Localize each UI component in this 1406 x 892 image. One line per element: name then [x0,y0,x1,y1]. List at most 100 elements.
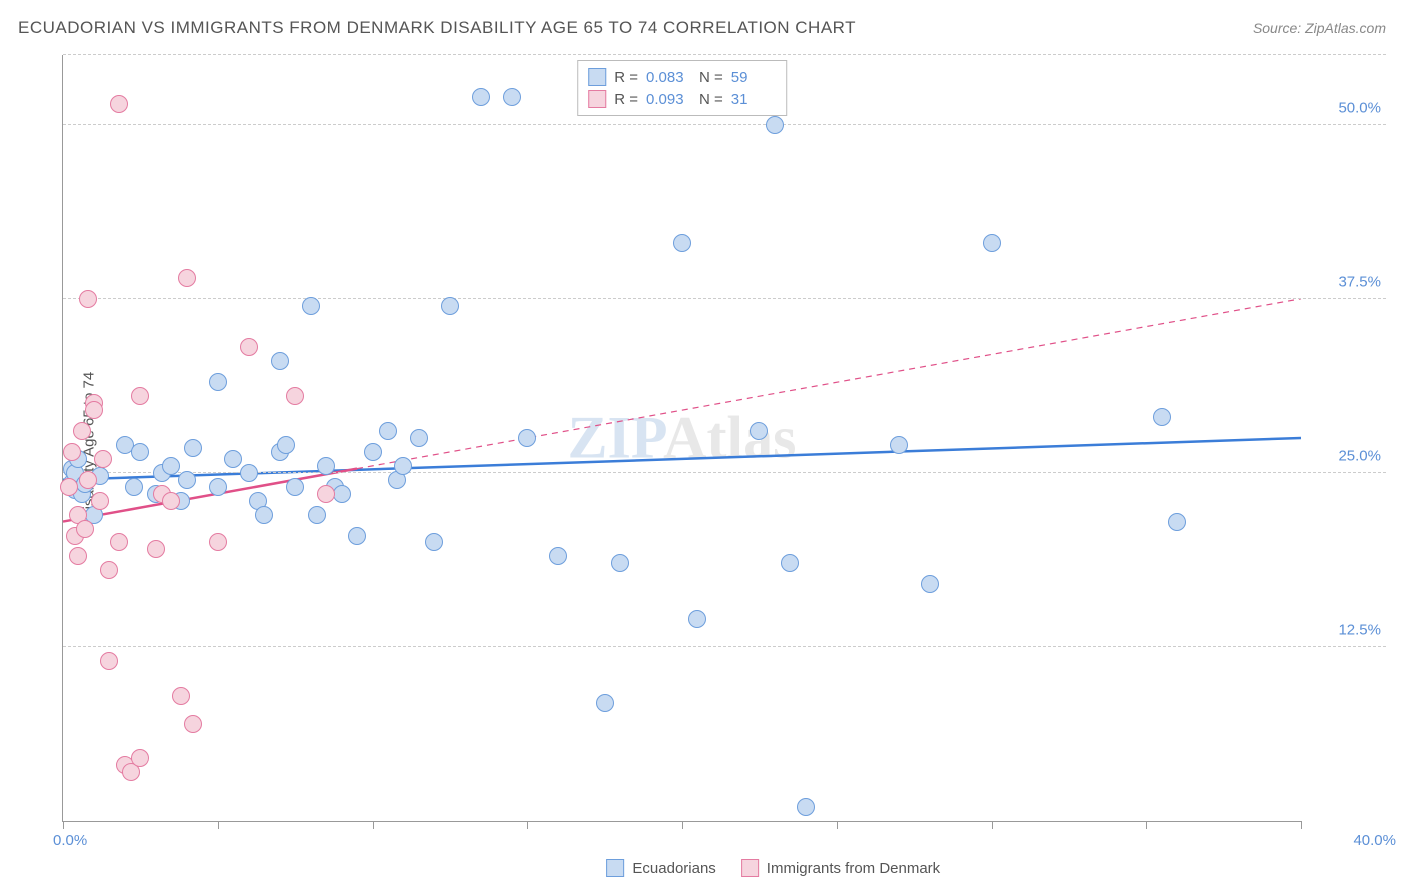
legend-r-value: 0.083 [646,69,691,86]
x-tick [682,821,683,829]
scatter-point [333,485,351,503]
gridline [63,298,1386,299]
legend-n-value: 31 [731,91,776,108]
scatter-point [224,450,242,468]
scatter-point [110,95,128,113]
scatter-point [781,554,799,572]
scatter-point [240,338,258,356]
scatter-point [60,478,78,496]
source-attribution: Source: ZipAtlas.com [1253,20,1386,36]
scatter-point [209,373,227,391]
scatter-point [162,457,180,475]
chart-container: Disability Age 65 to 74 ZIPAtlas R =0.08… [50,55,1386,837]
scatter-point [209,478,227,496]
legend-stat-row: R = 0.093 N = 31 [588,88,776,110]
scatter-point [364,443,382,461]
scatter-point [147,540,165,558]
scatter-point [209,533,227,551]
scatter-point [286,478,304,496]
chart-title: ECUADORIAN VS IMMIGRANTS FROM DENMARK DI… [18,18,856,38]
plot-area: ZIPAtlas R =0.083N =59R =0.093N =31 0.0%… [62,55,1301,822]
legend-n-value: 59 [731,69,776,86]
series-legend: Ecuadorians Immigrants from Denmark [606,859,940,877]
legend-r-value: 0.093 [646,91,691,108]
scatter-point [673,234,691,252]
scatter-point [766,116,784,134]
scatter-point [596,694,614,712]
y-tick-label: 12.5% [1338,621,1381,638]
scatter-point [518,429,536,447]
legend-swatch [741,859,759,877]
legend-r-label: R = [614,69,638,86]
legend-label: Ecuadorians [632,860,715,877]
scatter-point [1153,408,1171,426]
scatter-point [91,492,109,510]
gridline [63,124,1386,125]
scatter-point [100,652,118,670]
scatter-point [240,464,258,482]
x-tick [1301,821,1302,829]
scatter-point [379,422,397,440]
y-tick-label: 37.5% [1338,273,1381,290]
scatter-point [184,439,202,457]
legend-swatch [606,859,624,877]
scatter-point [441,297,459,315]
scatter-point [178,269,196,287]
x-tick [837,821,838,829]
scatter-point [472,88,490,106]
x-tick [1146,821,1147,829]
scatter-point [73,422,91,440]
legend-n-label: N = [699,69,723,86]
legend-stat-row: R = 0.083 N = 59 [588,66,776,88]
scatter-point [317,485,335,503]
scatter-point [162,492,180,510]
scatter-point [85,401,103,419]
scatter-point [549,547,567,565]
scatter-point [79,471,97,489]
scatter-point [69,547,87,565]
scatter-point [425,533,443,551]
x-tick [373,821,374,829]
scatter-point [983,234,1001,252]
scatter-point [890,436,908,454]
legend-r-label: R = [614,91,638,108]
gridline [63,472,1386,473]
scatter-point [172,687,190,705]
x-tick [63,821,64,829]
scatter-point [125,478,143,496]
scatter-point [131,749,149,767]
scatter-point [1168,513,1186,531]
scatter-point [394,457,412,475]
correlation-legend: R = 0.083 N = 59 R = 0.093 N = 31 [577,60,787,116]
x-axis-max-label: 40.0% [1353,832,1396,849]
x-tick [218,821,219,829]
scatter-point [410,429,428,447]
scatter-point [94,450,112,468]
scatter-point [286,387,304,405]
scatter-point [184,715,202,733]
legend-swatch [588,90,606,108]
scatter-point [271,352,289,370]
scatter-point [348,527,366,545]
legend-label: Immigrants from Denmark [767,860,940,877]
scatter-point [79,290,97,308]
legend-item: Immigrants from Denmark [741,859,940,877]
x-tick [992,821,993,829]
legend-swatch [588,68,606,86]
scatter-point [317,457,335,475]
gridline [63,54,1386,55]
scatter-point [503,88,521,106]
scatter-point [611,554,629,572]
scatter-point [255,506,273,524]
legend-n-label: N = [699,91,723,108]
legend-item: Ecuadorians [606,859,715,877]
x-tick [527,821,528,829]
scatter-point [797,798,815,816]
scatter-point [110,533,128,551]
trend-lines [63,55,1301,821]
y-tick-label: 50.0% [1338,99,1381,116]
scatter-point [308,506,326,524]
scatter-point [277,436,295,454]
scatter-point [302,297,320,315]
scatter-point [178,471,196,489]
